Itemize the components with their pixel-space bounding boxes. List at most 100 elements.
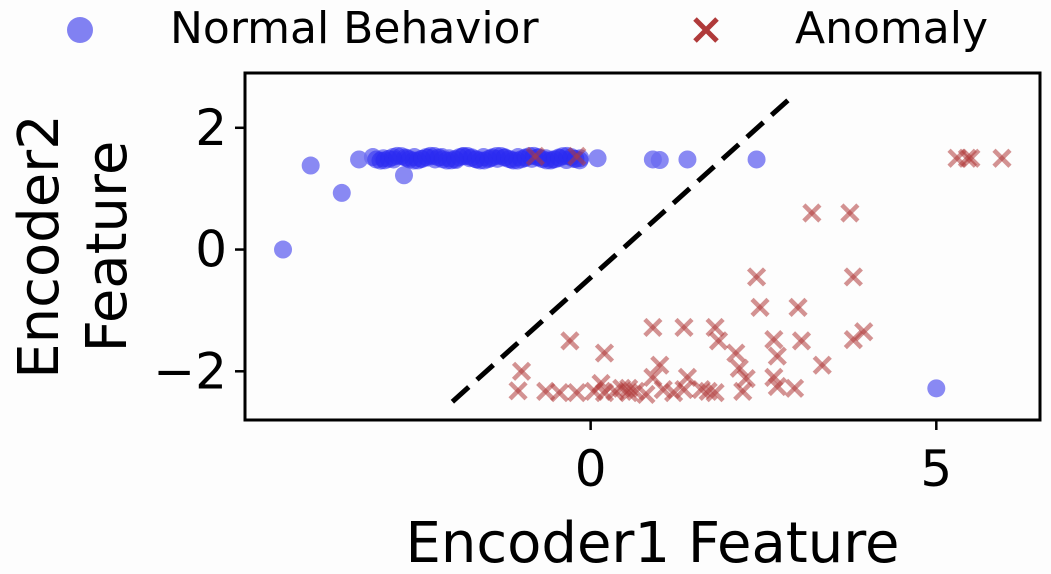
anomaly-point: [992, 148, 1012, 168]
legend-anomaly-label: Anomaly: [795, 3, 988, 54]
normal-point: [927, 379, 946, 398]
anomaly-point: [508, 381, 528, 401]
anomaly-point-stroke-b: [843, 267, 863, 287]
anomaly-point-stroke-b: [560, 331, 580, 351]
anomaly-point: [767, 376, 787, 397]
anomaly-point-stroke-b: [674, 379, 694, 400]
anomaly-point: [764, 330, 784, 350]
anomaly-point: [674, 317, 694, 338]
normal-point: [747, 150, 766, 169]
anomaly-point: [788, 297, 808, 317]
anomaly-point: [511, 361, 532, 381]
y-axis-label-line1: Encoder2: [7, 114, 72, 379]
normal-point: [274, 240, 293, 259]
anomaly-point-stroke-b: [992, 148, 1012, 168]
anomaly-point-stroke-b: [767, 346, 787, 366]
anomaly-point-stroke-b: [791, 331, 812, 351]
anomaly-point-stroke-b: [736, 369, 756, 389]
anomaly-point: [736, 369, 756, 389]
anomaly-point-stroke-b: [650, 355, 670, 375]
x-axis-label: Encoder1 Feature: [406, 511, 900, 574]
anomaly-point: [594, 383, 615, 403]
anomaly-point-stroke-b: [511, 361, 532, 381]
normal-point: [678, 150, 697, 169]
anomaly-point: [767, 346, 787, 366]
anomaly-point: [636, 384, 656, 405]
legend-normal-marker: [67, 17, 93, 43]
anomaly-point: [843, 267, 863, 287]
anomaly-point-stroke-b: [643, 317, 663, 338]
anomaly-point: [674, 379, 694, 400]
anomaly-point-stroke-b: [705, 317, 725, 338]
normal-point: [350, 150, 369, 169]
anomaly-point-stroke-b: [708, 331, 729, 351]
anomaly-point-stroke-b: [784, 378, 805, 398]
anomaly-point-stroke-b: [508, 381, 528, 401]
anomaly-point-stroke-b: [674, 317, 694, 338]
anomaly-point: [726, 343, 746, 363]
legend-anomaly-marker: [693, 17, 719, 43]
y-axis-label-line2: Feature: [75, 141, 140, 353]
anomaly-point-stroke-b: [625, 381, 646, 401]
anomaly-point-stroke-b: [746, 267, 767, 287]
normal-point: [650, 151, 669, 170]
y-tick-label: 2: [195, 99, 227, 157]
anomaly-point-stroke-b: [802, 203, 822, 223]
anomaly-point-stroke-b: [726, 343, 746, 363]
anomaly-point-stroke-b: [698, 381, 718, 401]
anomaly-point-stroke-b: [567, 146, 587, 166]
y-axis-label: Encoder2 Feature: [7, 114, 140, 379]
anomaly-point-stroke-b: [636, 384, 656, 405]
anomaly-point: [643, 317, 663, 338]
legend-anomaly-stroke-b: [693, 17, 719, 43]
anomaly-point-stroke-b: [764, 330, 784, 350]
plot-frame: [243, 71, 1042, 422]
y-tick-label: 0: [195, 221, 227, 279]
anomaly-point-stroke-b: [788, 297, 808, 317]
anomaly-point-stroke-b: [691, 379, 711, 400]
anomaly-point: [746, 267, 767, 287]
anomaly-point: [957, 148, 978, 168]
anomaly-point-stroke-b: [767, 376, 787, 397]
x-tick-label: 0: [575, 440, 607, 498]
anomaly-point-stroke-b: [525, 146, 545, 166]
normal-point: [301, 156, 320, 175]
normal-point: [588, 149, 607, 168]
anomaly-point: [791, 331, 812, 351]
plot-area: [274, 92, 1012, 405]
normal-point: [332, 183, 351, 202]
anomaly-point-stroke-b: [961, 148, 981, 168]
series-normal-behavior: [274, 146, 946, 398]
anomaly-point: [560, 331, 580, 351]
decision-boundary-line: [450, 92, 797, 404]
anomaly-point: [802, 203, 822, 223]
anomaly-point-stroke-b: [643, 367, 663, 387]
anomaly-point: [567, 146, 587, 166]
anomaly-point: [784, 378, 805, 398]
anomaly-point: [525, 146, 545, 166]
anomaly-point-stroke-b: [733, 381, 753, 401]
anomaly-point: [812, 355, 832, 375]
anomaly-point-stroke-b: [594, 343, 615, 363]
normal-point: [395, 166, 413, 185]
anomaly-point: [650, 355, 670, 375]
anomaly-point: [594, 343, 615, 363]
axes: 0 5 2 0 −2 Encoder1 Feature Encoder2 Feature: [7, 71, 1042, 574]
anomaly-point-stroke-b: [750, 297, 770, 317]
anomaly-point: [705, 383, 725, 403]
anomaly-point: [843, 330, 863, 350]
anomaly-point-stroke-b: [705, 383, 725, 403]
anomaly-point-stroke-b: [840, 203, 860, 223]
anomaly-point: [750, 297, 770, 317]
anomaly-point-stroke-b: [567, 383, 587, 403]
anomaly-point: [733, 381, 753, 401]
anomaly-point: [567, 383, 587, 403]
anomaly-point: [729, 358, 749, 378]
anomaly-point: [708, 331, 729, 351]
legend-normal-label: Normal Behavior: [170, 3, 539, 54]
anomaly-point-stroke-b: [812, 355, 832, 375]
anomaly-point-stroke-b: [619, 378, 639, 398]
anomaly-point-stroke-b: [764, 367, 784, 387]
series-anomaly: [508, 146, 1012, 405]
